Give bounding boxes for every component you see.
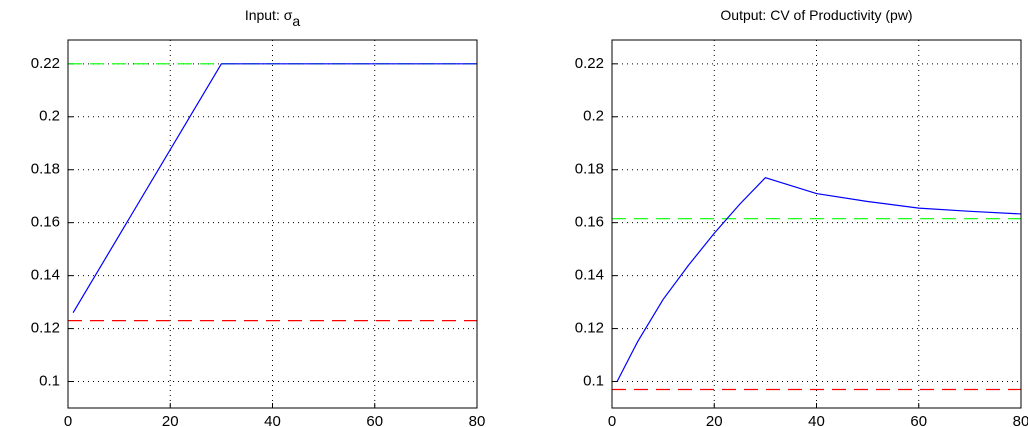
title-text: Output: CV of Productivity (pw)	[720, 7, 912, 23]
y-tick-label: 0.18	[31, 161, 60, 178]
x-tick-label: 0	[608, 413, 616, 427]
y-tick-label: 0.2	[39, 108, 60, 125]
y-tick-label: 0.16	[575, 214, 604, 231]
x-tick-label: 20	[162, 413, 179, 427]
plot-area	[612, 40, 1021, 408]
data-line	[616, 176, 1022, 382]
x-tick-label: 40	[808, 413, 825, 427]
chart-title: Input: σa	[245, 7, 301, 29]
y-tick-label: 0.1	[583, 372, 604, 389]
y-tick-label: 0.18	[575, 161, 604, 178]
y-tick-label: 0.14	[31, 267, 60, 284]
y-tick-label: 0.16	[31, 214, 60, 231]
x-tick-label: 40	[264, 413, 281, 427]
y-tick-label: 0.12	[31, 320, 60, 337]
plot-frame	[611, 39, 1022, 409]
plot: 0 20 40 60 80 0.1 0.12 0.14 0.16 0.18 0.2 0.22 Input…	[31, 7, 486, 427]
plot-frame	[67, 39, 478, 409]
x-tick-label: 60	[366, 413, 383, 427]
y-tick-label: 0.12	[575, 320, 604, 337]
title-subscript: a	[292, 13, 300, 29]
plot-area	[68, 40, 477, 408]
title-text: Input: σ	[245, 7, 293, 23]
y-tick-label: 0.2	[583, 108, 604, 125]
y-tick-label: 0.1	[39, 372, 60, 389]
x-tick-label: 80	[469, 413, 486, 427]
y-tick-label: 0.22	[31, 55, 60, 72]
y-tick-label: 0.22	[575, 55, 604, 72]
x-tick-label: 80	[1013, 413, 1028, 427]
plot: 0 20 40 60 80 0.1 0.12 0.14 0.16 0.18 0.2 0.22 Outpu…	[575, 7, 1028, 427]
chart-title: Output: CV of Productivity (pw)	[720, 7, 912, 23]
x-tick-label: 60	[910, 413, 927, 427]
y-tick-label: 0.14	[575, 267, 604, 284]
data-line	[72, 63, 477, 313]
x-tick-label: 0	[64, 413, 72, 427]
x-tick-label: 20	[706, 413, 723, 427]
